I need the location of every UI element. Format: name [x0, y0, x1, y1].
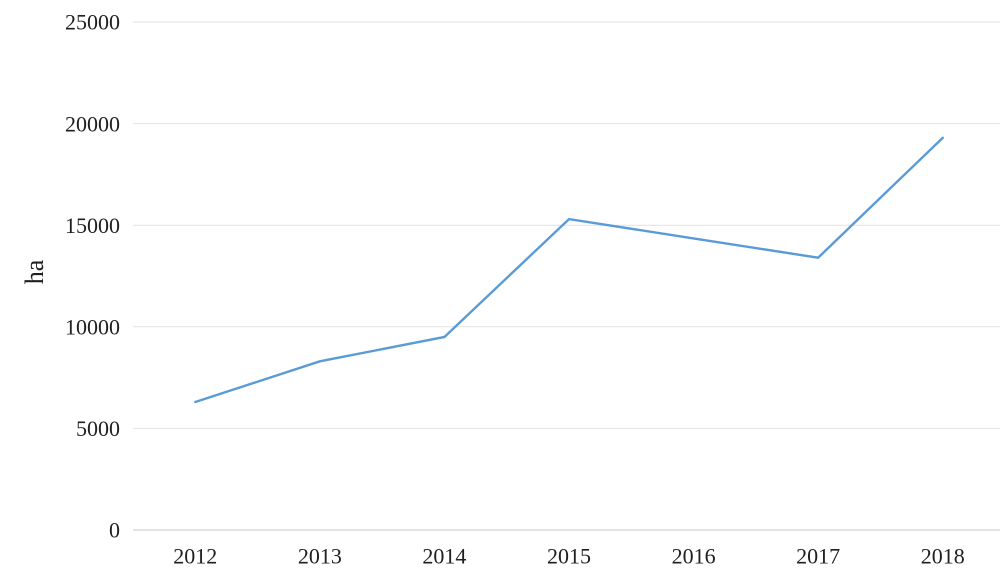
y-tick-label: 20000 — [65, 111, 120, 136]
data-series-line — [194, 136, 944, 404]
x-tick-label: 2018 — [921, 544, 965, 569]
x-tick-label: 2017 — [796, 544, 840, 569]
y-tick-label: 0 — [109, 518, 120, 543]
x-tick-label: 2015 — [547, 544, 591, 569]
x-tick-label: 2012 — [173, 544, 217, 569]
y-tick-label: 15000 — [65, 213, 120, 238]
y-tick-label: 5000 — [76, 416, 120, 441]
x-tick-label: 2013 — [298, 544, 342, 569]
y-tick-label: 10000 — [65, 315, 120, 340]
y-tick-label: 25000 — [65, 10, 120, 35]
x-tick-label: 2016 — [672, 544, 716, 569]
y-axis-title: ha — [20, 259, 49, 284]
x-tick-label: 2014 — [422, 544, 466, 569]
